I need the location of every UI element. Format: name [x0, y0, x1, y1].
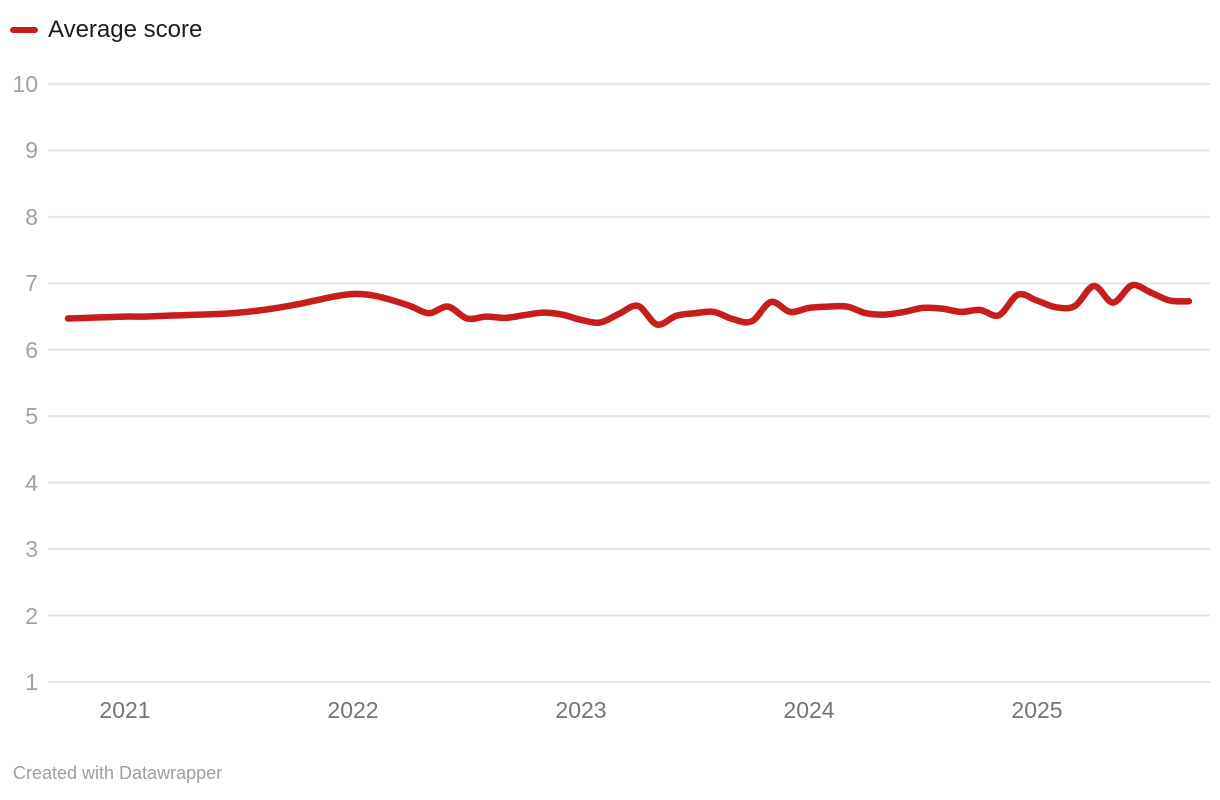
x-tick-label: 2022 — [327, 697, 379, 723]
y-tick-label: 8 — [25, 203, 38, 230]
y-tick-label: 3 — [25, 536, 38, 563]
y-tick-label: 2 — [25, 602, 38, 629]
gridlines — [48, 83, 1210, 683]
y-tick-label: 7 — [25, 270, 38, 297]
y-tick-label: 5 — [25, 403, 38, 430]
legend-label: Average score — [48, 16, 203, 43]
y-tick-label: 9 — [25, 137, 38, 164]
legend-line-swatch-icon — [10, 27, 38, 33]
x-tick-label: 2024 — [783, 697, 835, 723]
average-score-line — [64, 281, 1193, 328]
x-tick-label: 2021 — [99, 697, 151, 723]
datawrapper-attribution: Created with Datawrapper — [13, 763, 223, 783]
x-tick-label: 2023 — [555, 697, 607, 723]
legend: Average score — [10, 16, 202, 44]
x-tick-label: 2025 — [1011, 697, 1063, 723]
y-tick-label: 6 — [25, 336, 38, 363]
y-tick-label: 4 — [25, 469, 38, 496]
y-tick-label: 10 — [12, 71, 38, 97]
y-tick-label: 1 — [25, 669, 38, 695]
